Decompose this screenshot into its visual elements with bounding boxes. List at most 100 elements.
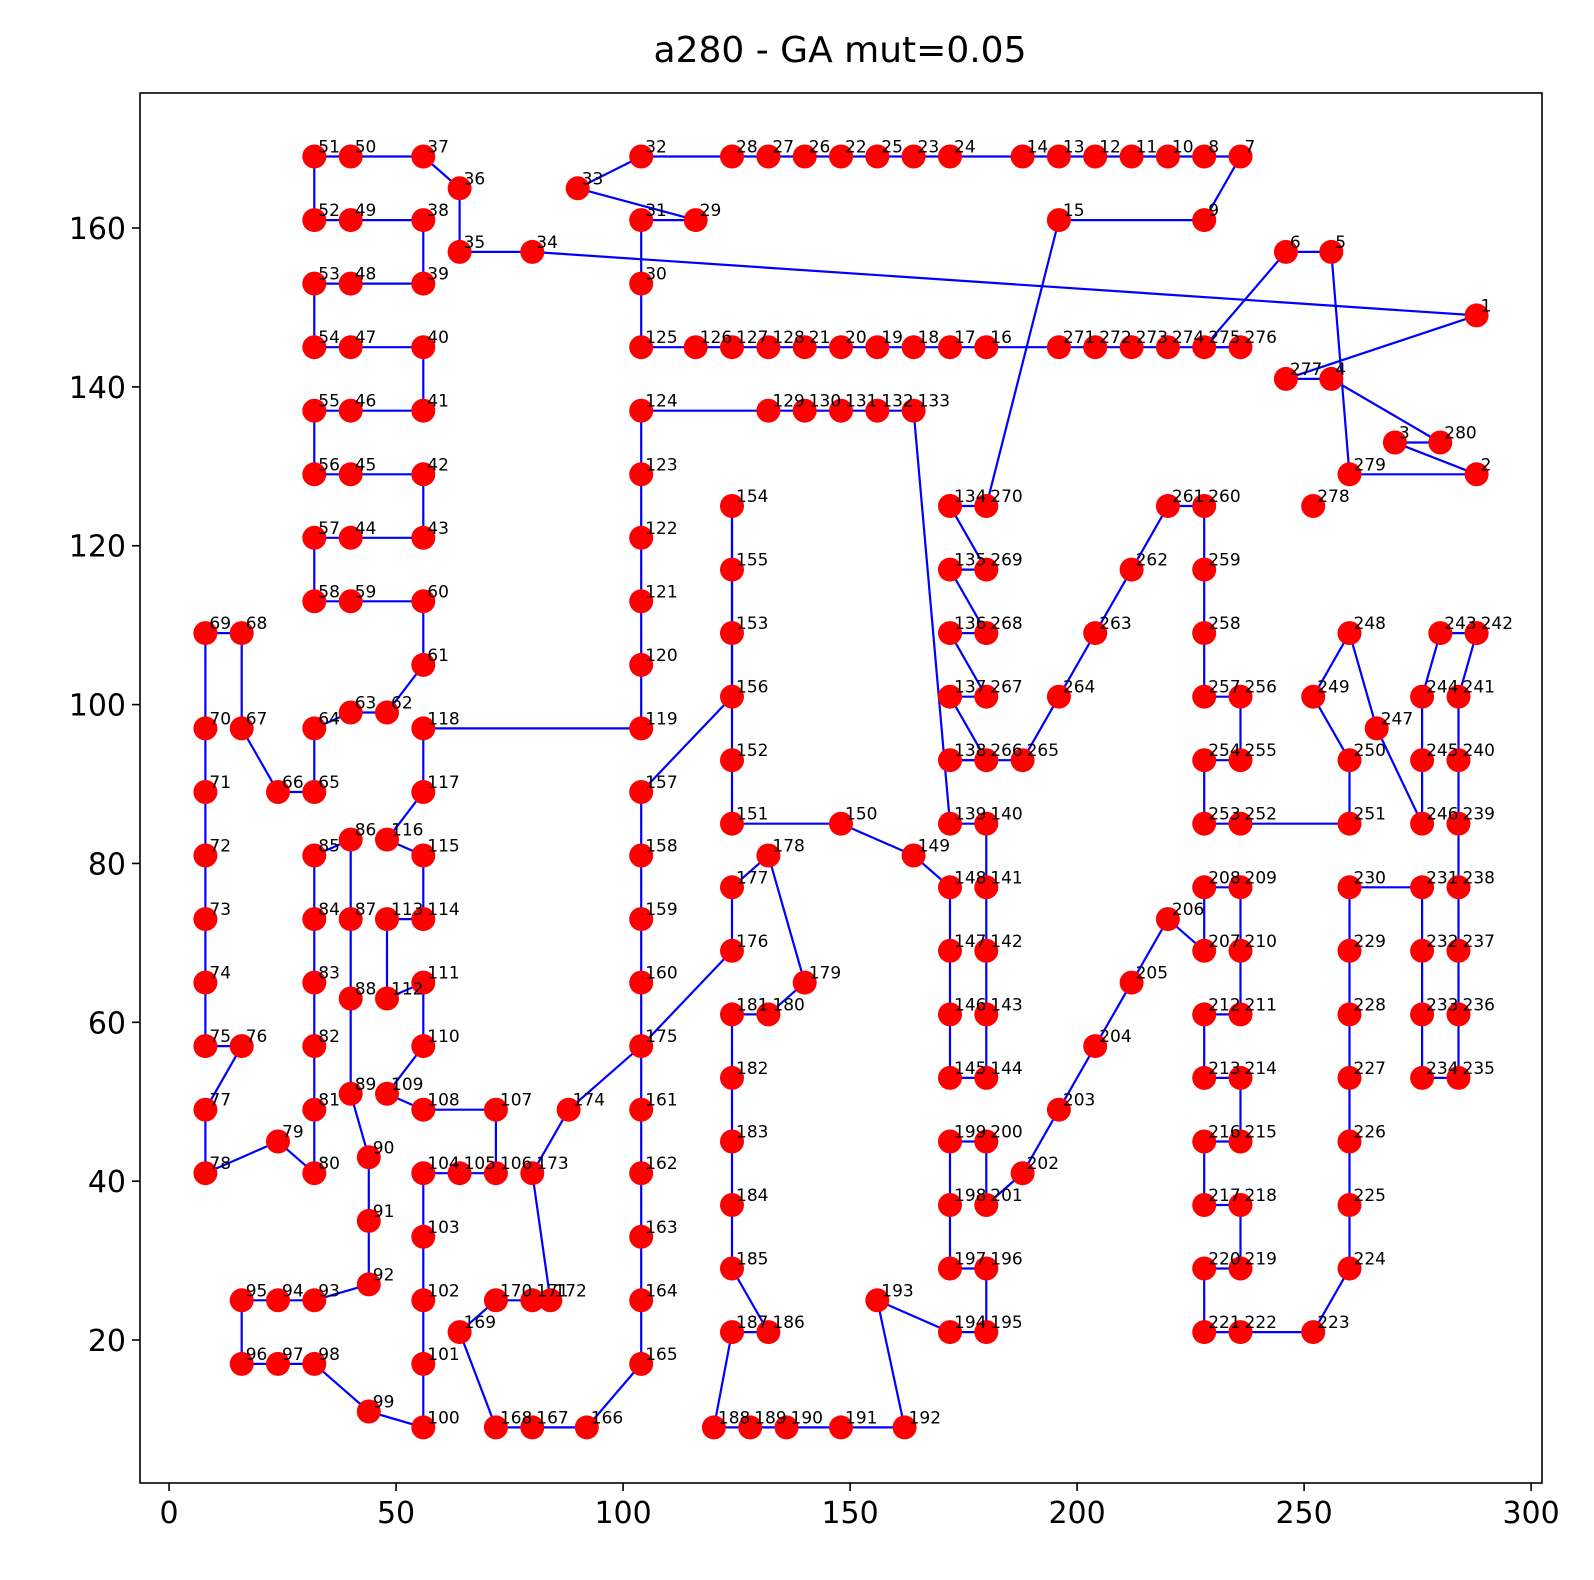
city-label: 143 [990, 995, 1022, 1015]
city-label: 232 [1426, 932, 1458, 952]
city-label: 118 [427, 709, 459, 729]
city-label: 112 [391, 980, 423, 1000]
city-label: 278 [1317, 487, 1349, 507]
city-label: 153 [736, 614, 768, 634]
city-label: 185 [736, 1250, 768, 1270]
city-label: 197 [954, 1250, 986, 1270]
city-label: 173 [536, 1154, 568, 1174]
city-label: 32 [645, 138, 667, 158]
city-label: 216 [1208, 1123, 1240, 1143]
city-label: 76 [246, 1027, 268, 1047]
city-label: 78 [209, 1154, 231, 1174]
city-label: 258 [1208, 614, 1240, 634]
city-label: 229 [1354, 932, 1386, 952]
city-label: 259 [1208, 551, 1240, 571]
city-label: 83 [318, 964, 340, 984]
city-label: 93 [318, 1281, 340, 1301]
city-label: 71 [209, 773, 231, 793]
city-label: 202 [1027, 1154, 1059, 1174]
city-label: 280 [1444, 424, 1476, 444]
city-label: 21 [809, 328, 831, 348]
city-label: 201 [990, 1186, 1022, 1206]
city-label: 189 [754, 1408, 786, 1428]
city-label: 104 [427, 1154, 459, 1174]
city-label: 95 [246, 1281, 268, 1301]
city-label: 209 [1245, 868, 1277, 888]
city-label: 94 [282, 1281, 304, 1301]
city-label: 247 [1381, 709, 1413, 729]
city-label: 115 [427, 837, 459, 857]
city-label: 256 [1245, 678, 1277, 698]
city-label: 275 [1208, 328, 1240, 348]
city-label: 215 [1245, 1123, 1277, 1143]
city-label: 190 [791, 1408, 823, 1428]
city-label: 154 [736, 487, 768, 507]
city-label: 121 [645, 582, 677, 602]
city-label: 33 [582, 169, 604, 189]
city-label: 195 [990, 1313, 1022, 1333]
city-label: 22 [845, 138, 867, 158]
city-label: 47 [355, 328, 377, 348]
city-label: 262 [1136, 551, 1168, 571]
city-label: 60 [427, 582, 449, 602]
city-label: 164 [645, 1281, 677, 1301]
city-label: 15 [1063, 201, 1085, 221]
city-label: 98 [318, 1345, 340, 1365]
city-label: 103 [427, 1218, 459, 1238]
y-tick-label: 40 [88, 1165, 126, 1200]
city-label: 54 [318, 328, 340, 348]
city-label: 87 [355, 900, 377, 920]
city-label: 44 [355, 519, 377, 539]
city-label: 110 [427, 1027, 459, 1047]
city-label: 156 [736, 678, 768, 698]
city-label: 56 [318, 455, 340, 475]
city-label: 114 [427, 900, 459, 920]
city-label: 206 [1172, 900, 1204, 920]
city-label: 178 [772, 837, 804, 857]
city-label: 150 [845, 805, 877, 825]
city-label: 9 [1208, 201, 1219, 221]
city-label: 125 [645, 328, 677, 348]
y-tick-label: 100 [69, 689, 126, 724]
city-label: 152 [736, 741, 768, 761]
city-label: 239 [1463, 805, 1495, 825]
city-label: 124 [645, 392, 677, 412]
city-label: 218 [1245, 1186, 1277, 1206]
city-label: 250 [1354, 741, 1386, 761]
city-label: 48 [355, 265, 377, 285]
city-label: 88 [355, 980, 377, 1000]
city-label: 208 [1208, 868, 1240, 888]
y-tick-label: 20 [88, 1324, 126, 1359]
city-label: 205 [1136, 964, 1168, 984]
city-label: 69 [209, 614, 231, 634]
city-label: 51 [318, 138, 340, 158]
city-label: 213 [1208, 1059, 1240, 1079]
city-label: 126 [700, 328, 732, 348]
city-label: 198 [954, 1186, 986, 1206]
city-label: 252 [1245, 805, 1277, 825]
city-label: 265 [1027, 741, 1059, 761]
city-label: 267 [990, 678, 1022, 698]
city-label: 226 [1354, 1123, 1386, 1143]
city-label: 207 [1208, 932, 1240, 952]
city-label: 172 [554, 1281, 586, 1301]
city-label: 155 [736, 551, 768, 571]
city-label: 234 [1426, 1059, 1458, 1079]
city-label: 65 [318, 773, 340, 793]
city-label: 75 [209, 1027, 231, 1047]
city-label: 165 [645, 1345, 677, 1365]
city-label: 214 [1245, 1059, 1277, 1079]
city-label: 245 [1426, 741, 1458, 761]
city-label: 260 [1208, 487, 1240, 507]
city-label: 73 [209, 900, 231, 920]
city-label: 157 [645, 773, 677, 793]
city-label: 254 [1208, 741, 1240, 761]
city-label: 138 [954, 741, 986, 761]
city-label: 175 [645, 1027, 677, 1047]
city-label: 128 [772, 328, 804, 348]
city-label: 41 [427, 392, 449, 412]
city-label: 160 [645, 964, 677, 984]
city-label: 141 [990, 868, 1022, 888]
city-label: 182 [736, 1059, 768, 1079]
